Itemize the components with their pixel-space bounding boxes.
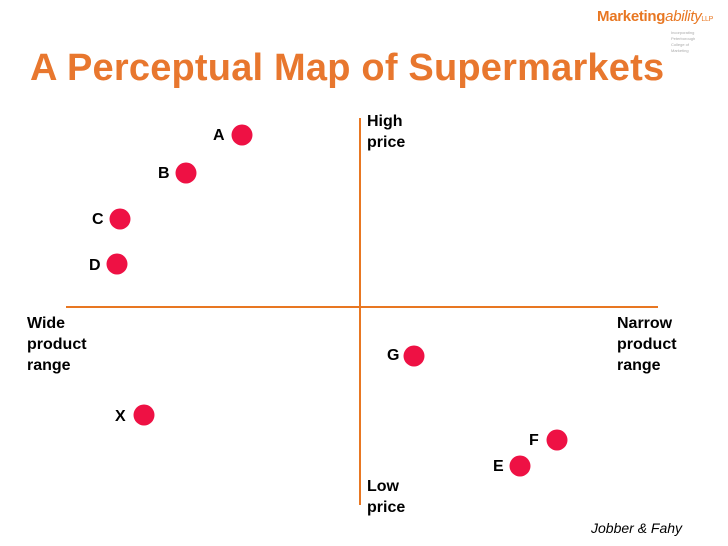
axis-label-line: product [27,336,87,353]
point-label-e: E [493,458,504,475]
point-dot-c [109,208,131,230]
point-dot-e [509,455,531,477]
point-dot-d [106,253,128,275]
point-dot-a [231,124,253,146]
logo-tagline-line: Incorporating [671,30,695,35]
axis-label-narrow-range: Narrow product range [617,313,677,376]
point-dot-g [403,345,425,367]
point-label-a: A [213,127,225,144]
point-label-g: G [387,347,400,364]
logo-tagline: Incorporating Peterborough College of Ma… [671,30,721,54]
axis-label-line: Narrow [617,315,673,332]
point-label-c: C [92,211,104,228]
axis-label-line: price [367,499,406,516]
logo-brand-accent: ability [665,8,702,25]
point-label-f: F [529,432,539,449]
point-label-b: B [158,165,170,182]
source-credit: Jobber & Fahy [591,520,683,536]
axis-label-line: High [367,113,403,130]
logo-tagline-line: Peterborough [671,36,696,41]
axis-label-low-price: Low price [367,476,405,518]
axis-label-wide-range: Wide product range [27,313,87,376]
brand-logo: MarketingabilityLLP [597,8,713,25]
axis-label-line: price [367,134,406,151]
point-dot-x [133,404,155,426]
point-label-d: D [89,257,101,274]
axis-label-line: range [617,357,661,374]
axis-label-high-price: High price [367,111,405,153]
point-dot-b [175,162,197,184]
point-label-x: X [115,408,126,425]
logo-tagline-line: College of [671,42,690,47]
logo-brand: Marketing [597,8,666,25]
axis-label-line: range [27,357,71,374]
axis-label-line: product [617,336,677,353]
logo-suffix: LLP [701,16,713,23]
logo-tagline-line: Marketing [671,48,689,53]
page-title: A Perceptual Map of Supermarkets [30,47,665,89]
axis-label-line: Wide [27,315,66,332]
point-dot-f [546,429,568,451]
axis-label-line: Low [367,478,399,495]
